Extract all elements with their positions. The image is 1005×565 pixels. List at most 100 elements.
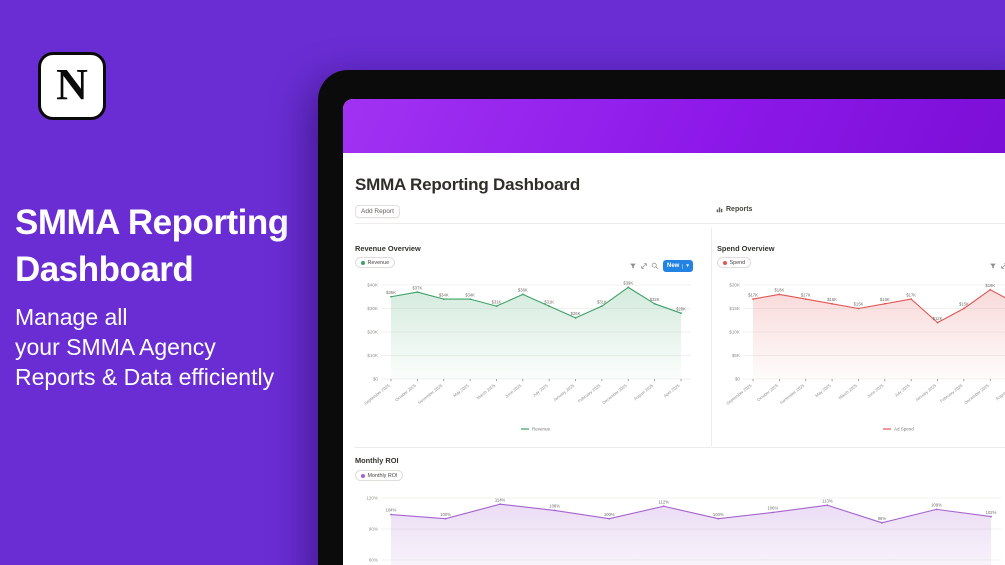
bar-chart-icon	[716, 207, 723, 213]
spend-card-title: Spend Overview	[717, 244, 775, 253]
new-button[interactable]: New ▾	[663, 260, 693, 272]
svg-text:104%: 104%	[386, 508, 397, 513]
hero-subtitle-line2: your SMMA Agency	[15, 334, 216, 360]
svg-text:July 2025: July 2025	[532, 382, 550, 397]
svg-text:May 2025: May 2025	[452, 382, 470, 398]
svg-text:September 2025: September 2025	[363, 382, 391, 405]
svg-text:$26K: $26K	[571, 311, 581, 316]
svg-text:July 2025: July 2025	[894, 382, 912, 397]
svg-text:100%: 100%	[440, 512, 451, 517]
page-cover-banner	[343, 99, 1005, 153]
roi-dot-icon	[361, 473, 365, 478]
svg-text:Ad Spend: Ad Spend	[894, 427, 914, 432]
svg-text:Revenue: Revenue	[532, 427, 551, 432]
svg-text:December 2025: December 2025	[601, 382, 628, 405]
reports-view-tab[interactable]: Reports	[716, 206, 752, 213]
svg-text:$12K: $12K	[933, 316, 943, 321]
divider	[355, 223, 1005, 224]
svg-text:$20K: $20K	[367, 330, 379, 335]
svg-text:60%: 60%	[369, 558, 378, 563]
revenue-tag-label: Revenue	[367, 259, 390, 266]
svg-text:$37K: $37K	[412, 285, 422, 290]
svg-text:$5K: $5K	[732, 353, 741, 358]
notion-logo-letter: N	[56, 60, 88, 109]
svg-text:102%: 102%	[986, 510, 997, 515]
roi-tag[interactable]: Monthly ROI	[355, 470, 404, 481]
svg-text:108%: 108%	[549, 504, 560, 509]
expand-icon[interactable]	[1000, 262, 1005, 270]
svg-text:$17K: $17K	[748, 292, 758, 297]
revenue-dot-icon	[361, 260, 365, 265]
device-frame: SMMA Reporting Dashboard Add Report Repo…	[318, 70, 1005, 565]
svg-text:April 2025: April 2025	[663, 382, 681, 398]
svg-text:December 2025: December 2025	[963, 382, 990, 405]
revenue-tag[interactable]: Revenue	[355, 257, 396, 268]
svg-text:90%: 90%	[369, 527, 378, 532]
hero-title-line2: Dashboard	[15, 250, 194, 289]
svg-text:$32K: $32K	[650, 297, 660, 302]
svg-text:June 2025: June 2025	[504, 382, 523, 398]
svg-text:$0: $0	[735, 377, 741, 382]
svg-text:February 2025: February 2025	[939, 382, 964, 403]
svg-text:$40K: $40K	[367, 283, 379, 288]
svg-text:$10K: $10K	[729, 330, 741, 335]
svg-text:$20K: $20K	[729, 283, 741, 288]
svg-text:100%: 100%	[713, 512, 724, 517]
filter-icon[interactable]	[629, 262, 637, 270]
svg-text:$39K: $39K	[623, 281, 633, 286]
revenue-card-title: Revenue Overview	[355, 244, 421, 253]
svg-text:$30K: $30K	[367, 306, 379, 311]
svg-text:$36K: $36K	[518, 288, 528, 293]
svg-text:96%: 96%	[878, 516, 887, 521]
hero-subtitle-line1: Manage all	[15, 304, 128, 330]
search-icon[interactable]	[651, 262, 659, 270]
svg-text:109%: 109%	[931, 503, 942, 508]
svg-text:112%: 112%	[659, 499, 670, 504]
svg-text:$19K: $19K	[985, 283, 995, 288]
svg-text:$35K: $35K	[386, 290, 396, 295]
svg-text:$31K: $31K	[544, 299, 554, 304]
svg-text:120%: 120%	[366, 496, 378, 501]
add-report-button[interactable]: Add Report	[355, 205, 400, 218]
svg-text:$18K: $18K	[774, 288, 784, 293]
reports-view-label: Reports	[726, 206, 753, 213]
svg-text:$16K: $16K	[880, 297, 890, 302]
divider	[355, 447, 1005, 448]
spend-dot-icon	[723, 260, 727, 265]
spend-chart: $0 $5K $10K $15K $20K $17K September 2025 $18K O…	[725, 283, 1005, 432]
hero-subtitle: Manage all your SMMA Agency Reports & Data…	[15, 302, 274, 392]
roi-card-title: Monthly ROI	[355, 456, 399, 465]
roi-tag-label: Monthly ROI	[367, 472, 398, 479]
spend-tag[interactable]: Spend	[717, 257, 752, 268]
svg-text:$34K: $34K	[465, 292, 475, 297]
filter-icon[interactable]	[989, 262, 997, 270]
svg-text:$10K: $10K	[367, 353, 379, 358]
svg-text:$34K: $34K	[439, 292, 449, 297]
svg-text:114%: 114%	[495, 497, 506, 502]
svg-text:$17K: $17K	[801, 292, 811, 297]
roi-chart: 30%60%90%120%104%September 2025100%Octob…	[366, 496, 1001, 565]
svg-text:January 2025: January 2025	[552, 382, 576, 402]
svg-text:May 2025: May 2025	[814, 382, 832, 398]
svg-text:$0: $0	[373, 377, 379, 382]
svg-text:$31K: $31K	[492, 299, 502, 304]
hero-title-line1: SMMA Reporting	[15, 203, 289, 242]
new-button-label: New	[667, 263, 680, 269]
spend-tag-label: Spend	[729, 259, 746, 266]
svg-text:$15K: $15K	[854, 302, 864, 307]
svg-text:$28K: $28K	[676, 306, 686, 311]
svg-text:$31K: $31K	[597, 299, 607, 304]
svg-text:January 2025: January 2025	[914, 382, 938, 402]
svg-text:$15K: $15K	[959, 302, 969, 307]
notion-screen: SMMA Reporting Dashboard Add Report Repo…	[343, 99, 1005, 565]
revenue-chart: $0 $10K $20K $30K $40K $35K September 2025 $37K…	[363, 281, 691, 432]
svg-text:$17K: $17K	[906, 292, 916, 297]
svg-text:$16K: $16K	[827, 297, 837, 302]
svg-text:113%: 113%	[822, 498, 833, 503]
expand-icon[interactable]	[640, 262, 648, 270]
svg-text:100%: 100%	[604, 512, 615, 517]
column-divider	[711, 228, 712, 446]
svg-text:November 2025: November 2025	[779, 382, 806, 405]
svg-text:March 2025: March 2025	[476, 382, 497, 400]
